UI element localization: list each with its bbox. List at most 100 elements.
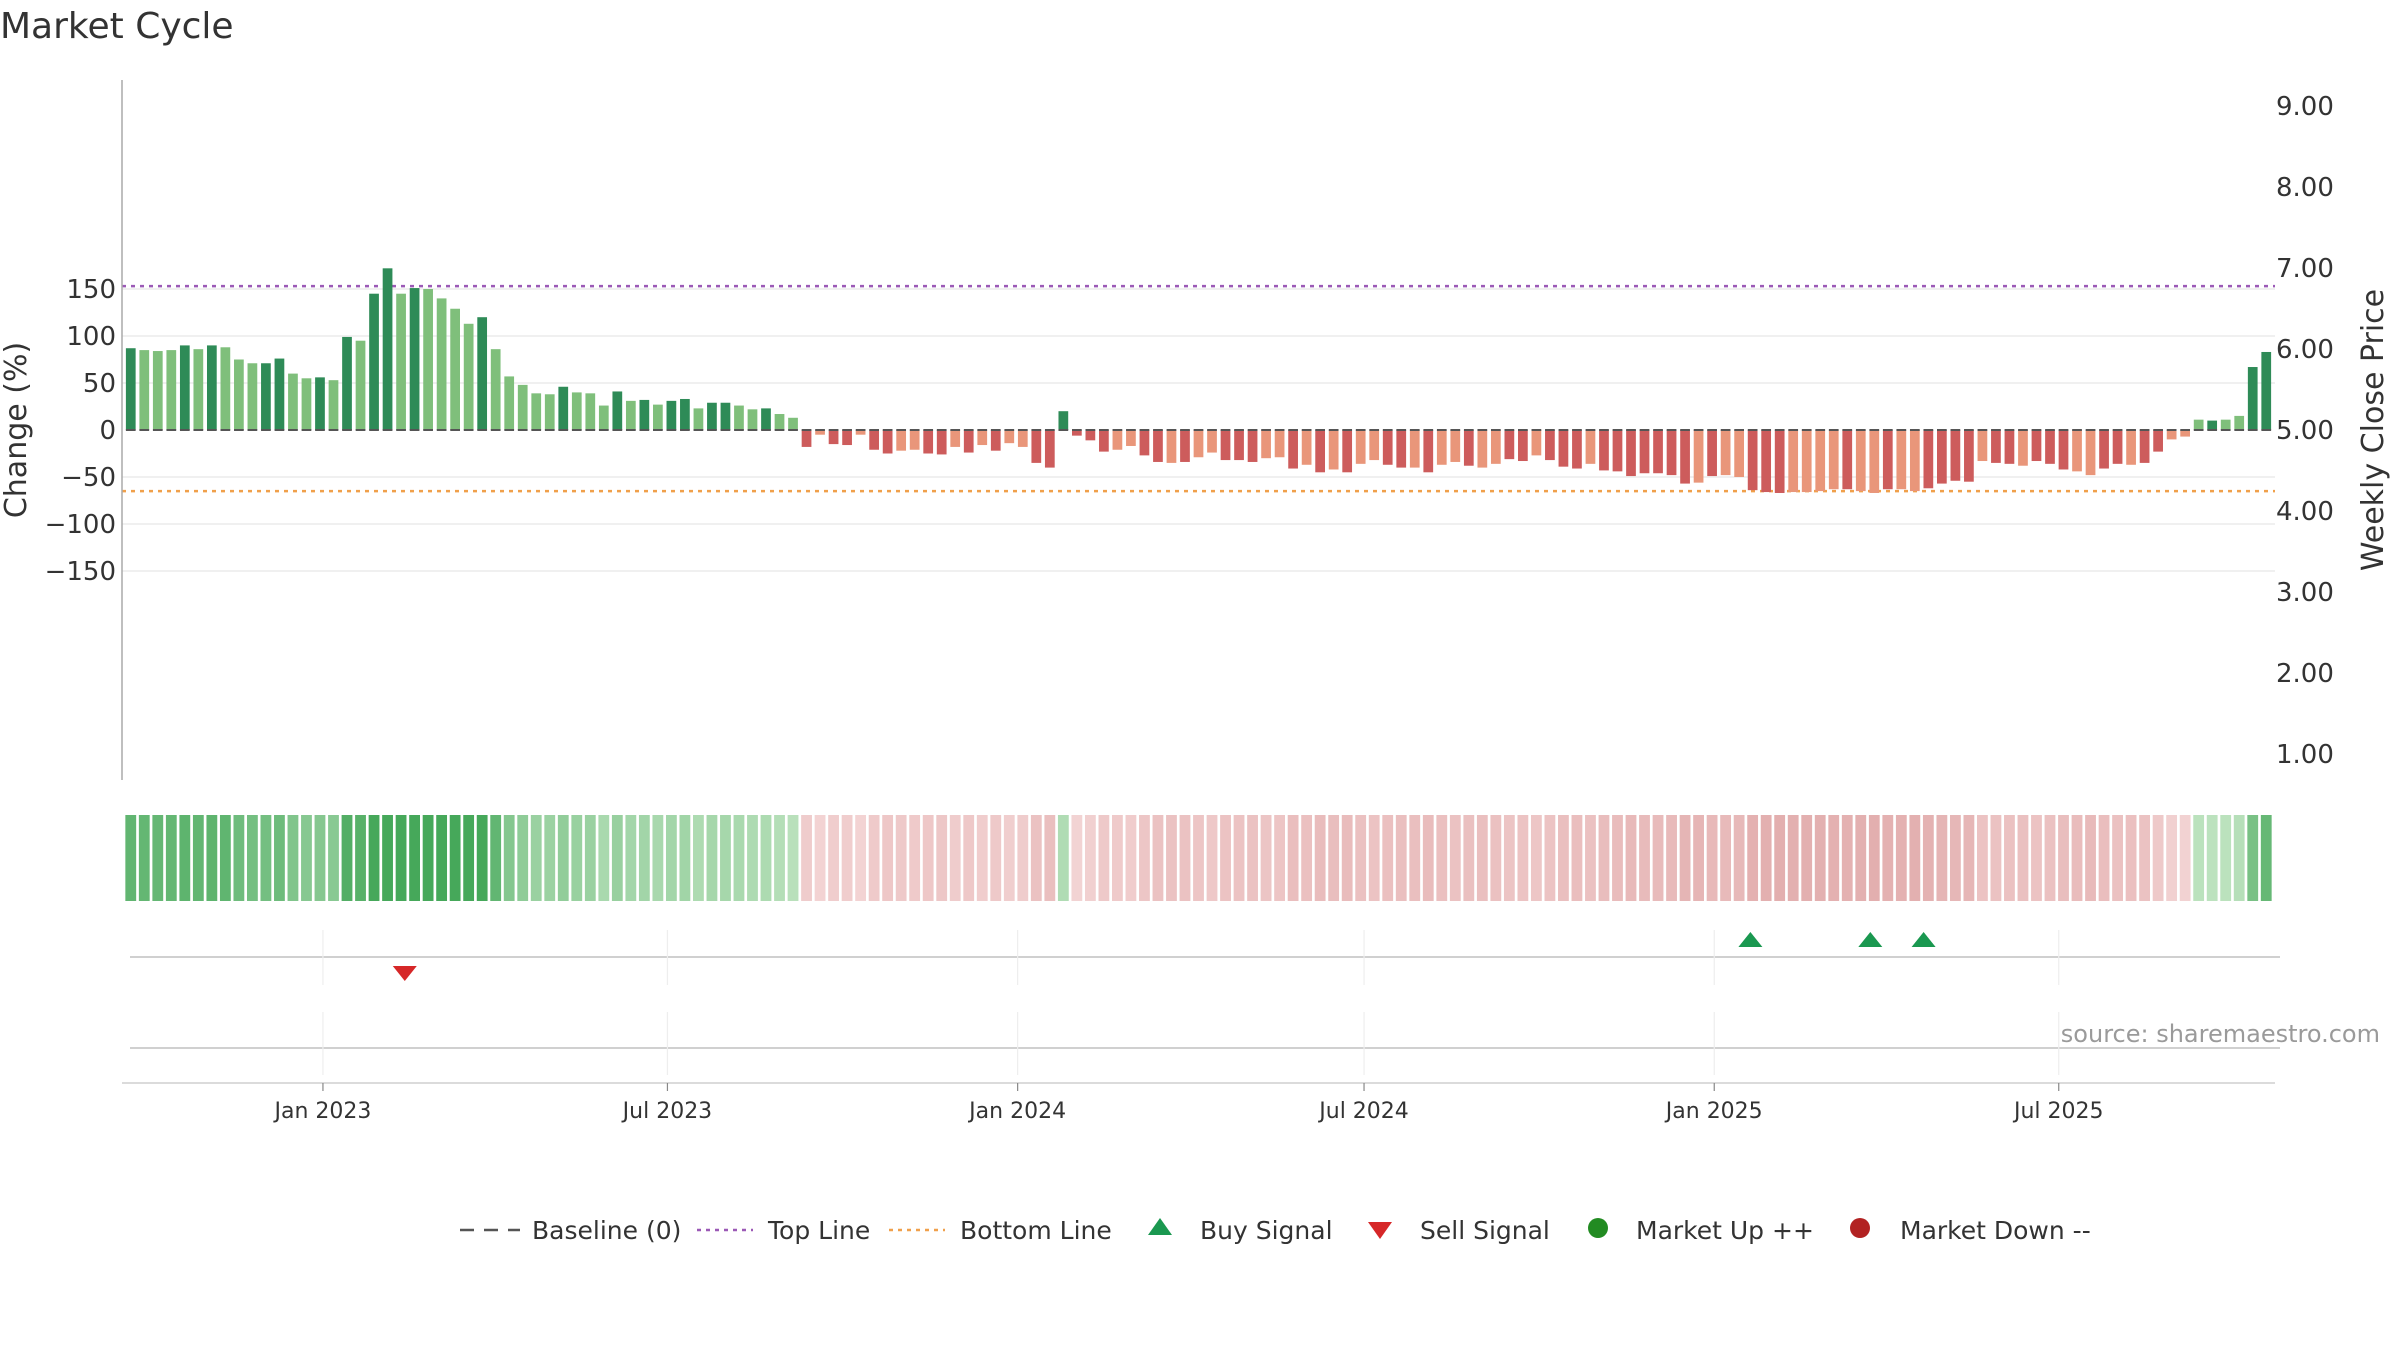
change-bar bbox=[382, 268, 393, 430]
y2-tick-label: 3.00 bbox=[2276, 578, 2334, 608]
heat-cell bbox=[1544, 815, 1556, 901]
change-bar bbox=[1599, 430, 1609, 471]
heat-cell bbox=[584, 815, 596, 901]
heat-cell bbox=[1341, 815, 1353, 901]
heat-cell bbox=[1395, 815, 1407, 901]
buy-signal-marker bbox=[1911, 932, 1936, 947]
heat-cell bbox=[301, 815, 312, 901]
change-bar bbox=[869, 430, 879, 450]
heat-cell bbox=[1585, 815, 1596, 901]
change-bar bbox=[2139, 430, 2150, 463]
signal-panel bbox=[130, 930, 2280, 1075]
heat-cell bbox=[206, 815, 218, 901]
change-bar bbox=[409, 288, 420, 430]
change-bar bbox=[2220, 419, 2231, 430]
heat-cell bbox=[1409, 815, 1421, 901]
y-axis-label: Change (%) bbox=[0, 342, 34, 518]
change-bar bbox=[517, 384, 528, 430]
change-bar bbox=[2126, 430, 2136, 465]
heat-cell bbox=[2017, 815, 2029, 901]
heat-cell bbox=[382, 815, 393, 901]
heat-cell bbox=[2179, 815, 2191, 901]
change-bar bbox=[1058, 411, 1069, 430]
change-bar bbox=[220, 347, 231, 430]
chart-title: Market Cycle bbox=[0, 6, 234, 47]
change-bar bbox=[2072, 430, 2082, 472]
change-bar bbox=[2004, 430, 2015, 464]
change-bar bbox=[450, 308, 461, 430]
change-bar bbox=[152, 351, 163, 430]
heat-cell bbox=[976, 815, 988, 901]
heat-cell bbox=[2004, 815, 2015, 901]
change-bar bbox=[1071, 430, 1082, 436]
heat-cell bbox=[409, 815, 420, 901]
heat-cell bbox=[1666, 815, 1677, 901]
heat-cell bbox=[1503, 815, 1515, 901]
change-bar bbox=[139, 350, 150, 430]
heat-cell bbox=[841, 815, 853, 901]
change-bar bbox=[355, 340, 366, 430]
legend-label: Sell Signal bbox=[1420, 1216, 1550, 1245]
heat-cell bbox=[1436, 815, 1448, 901]
change-bar bbox=[247, 363, 258, 430]
heat-cell bbox=[1868, 815, 1880, 901]
change-bar bbox=[1639, 430, 1650, 474]
heat-cell bbox=[909, 815, 921, 901]
change-bar bbox=[2166, 430, 2177, 440]
change-bar bbox=[707, 402, 717, 430]
change-bar bbox=[1423, 430, 1434, 473]
change-bar bbox=[1274, 430, 1285, 458]
change-bar bbox=[1139, 430, 1150, 456]
heat-cell bbox=[219, 815, 231, 901]
heat-cell bbox=[882, 815, 894, 901]
change-bar bbox=[1950, 430, 1961, 481]
heat-cell bbox=[1990, 815, 2002, 901]
change-bar bbox=[747, 409, 758, 430]
x-tick-label: Jan 2023 bbox=[272, 1099, 371, 1124]
heat-cell bbox=[2098, 815, 2110, 901]
change-bar bbox=[1017, 430, 1028, 447]
change-bar bbox=[950, 430, 961, 447]
change-bar bbox=[639, 399, 650, 430]
change-bar bbox=[1828, 430, 1839, 490]
heat-cell bbox=[476, 815, 488, 901]
change-bar bbox=[2153, 430, 2163, 452]
change-bar bbox=[842, 430, 852, 446]
change-bar bbox=[1436, 430, 1447, 465]
legend-item: Bottom Line bbox=[889, 1216, 1112, 1245]
heat-cell bbox=[1287, 815, 1299, 901]
heat-cell bbox=[936, 815, 948, 901]
change-bar bbox=[1923, 430, 1934, 489]
legend-item: Sell Signal bbox=[1368, 1216, 1550, 1245]
change-bar bbox=[1964, 430, 1974, 482]
heat-cell bbox=[760, 815, 772, 901]
heat-cell bbox=[652, 815, 664, 901]
y-tick-label: 0 bbox=[99, 416, 116, 446]
change-bar bbox=[1477, 430, 1488, 468]
heat-cell bbox=[922, 815, 934, 901]
y-tick-label: 150 bbox=[66, 275, 116, 305]
heat-cell bbox=[638, 815, 650, 901]
heat-cell bbox=[544, 815, 556, 901]
change-bar bbox=[1558, 430, 1569, 467]
heat-cell bbox=[868, 815, 880, 901]
change-bar bbox=[463, 323, 474, 430]
heat-cell bbox=[1828, 815, 1840, 901]
heat-cell bbox=[1476, 815, 1488, 901]
heat-cell bbox=[1598, 815, 1610, 901]
heat-cell bbox=[1314, 815, 1326, 901]
heat-cell bbox=[1057, 815, 1069, 901]
heat-cell bbox=[368, 815, 380, 901]
change-bar bbox=[2058, 430, 2069, 470]
change-bar bbox=[801, 430, 812, 447]
heat-cell bbox=[2112, 815, 2123, 901]
change-bar bbox=[261, 363, 271, 430]
heat-cell bbox=[1530, 815, 1542, 901]
heat-cell bbox=[1841, 815, 1853, 901]
heat-cell bbox=[1084, 815, 1096, 901]
legend-label: Market Down -- bbox=[1900, 1216, 2091, 1245]
change-bar bbox=[2207, 420, 2218, 430]
change-bar bbox=[1315, 430, 1326, 473]
heat-cell bbox=[1963, 815, 1975, 901]
change-bar bbox=[909, 430, 920, 450]
